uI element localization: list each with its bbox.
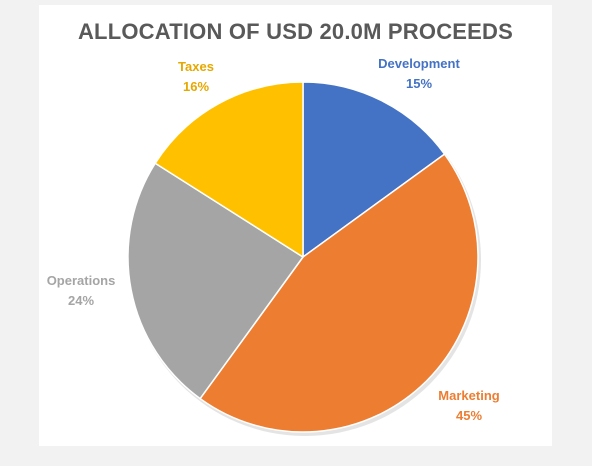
slice-label-development: Development bbox=[378, 56, 460, 71]
chart-title: ALLOCATION OF USD 20.0M PROCEEDS bbox=[77, 19, 514, 44]
pie-slice-taxes bbox=[154, 81, 304, 258]
slice-label-marketing: Marketing bbox=[438, 388, 499, 403]
pie-slice-operations bbox=[127, 162, 304, 400]
chart-area: ALLOCATION OF USD 20.0M PROCEEDS Develop… bbox=[39, 5, 552, 446]
slice-label-taxes: Taxes bbox=[178, 59, 214, 74]
pie-labels: Development 15% Marketing 45% Operations 24% T… bbox=[47, 56, 500, 423]
slice-percent-operations: 24% bbox=[68, 293, 94, 308]
slice-label-operations: Operations bbox=[47, 273, 116, 288]
slice-percent-taxes: 16% bbox=[183, 79, 209, 94]
pie-slice-development bbox=[302, 81, 446, 258]
pie-chart: Development 15% Marketing 45% Operations 24% T… bbox=[47, 56, 500, 436]
slice-percent-marketing: 45% bbox=[456, 408, 482, 423]
slice-percent-development: 15% bbox=[406, 76, 432, 91]
pie-slice-marketing bbox=[199, 153, 479, 433]
pie-slices bbox=[127, 81, 479, 433]
